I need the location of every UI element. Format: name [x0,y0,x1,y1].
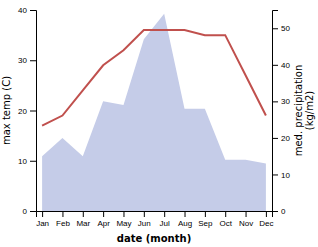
tick-label: Sep [198,219,213,228]
tick-label: Aug [178,219,192,228]
tick: 0 [272,207,286,216]
tick-label: Nov [239,219,253,228]
tick: Oct [219,211,232,228]
tick-label: Jul [160,219,170,228]
tick-label: Apr [97,219,110,228]
tick: 30 [18,56,36,65]
tick-mark [246,211,247,217]
tick-mark [62,211,63,217]
area [42,14,266,211]
tick-label: Jan [36,219,49,228]
axis-line [37,212,273,218]
tick-label: 50 [281,24,290,33]
tick: Apr [97,211,110,228]
tick: Jun [138,211,151,228]
chart: Jan Feb Mar Apr May Jun Jul Aug Sep Oct Nov Dec 0 10 2… [0,0,318,247]
tick-label: 20 [281,134,290,143]
line [42,30,266,125]
tick: Mar [76,211,90,228]
tick: 30 [272,97,290,106]
tick: May [116,211,131,228]
tick-mark [83,211,84,217]
y2-axis: 0 10 20 30 40 50 [272,11,290,217]
tick: 40 [18,6,36,15]
tick: 40 [272,61,290,70]
tick-mark [272,138,278,139]
x-axis: Jan Feb Mar Apr May Jun Jul Aug Sep Oct Nov Dec [36,211,273,228]
tick-label: 40 [18,6,27,15]
tick-mark [266,211,267,217]
tick-mark [272,65,278,66]
tick-label: Jun [138,219,151,228]
tick-mark [185,211,186,217]
y2-axis-title-line: med. precipitation [293,65,304,157]
tick-label: 40 [281,61,290,70]
tick: 10 [18,157,36,166]
tick-label: May [116,219,131,228]
tick-mark [123,211,124,217]
tick-mark [30,10,36,11]
axis-line [273,11,279,212]
tick-label: Dec [259,219,273,228]
y-axis: 0 10 20 30 40 [18,6,36,216]
tick-label: 10 [18,157,27,166]
tick: Jan [36,211,49,228]
x-axis-title: date (month) [117,233,191,244]
tick-mark [272,174,278,175]
tick: Aug [178,211,192,228]
tick-label: 0 [281,207,286,216]
tick-mark [272,101,278,102]
tick: Feb [56,211,70,228]
tick-label: 30 [18,56,27,65]
marks [42,14,266,211]
tick: Sep [198,211,213,228]
tick-mark [164,211,165,217]
tick: 0 [23,207,36,216]
tick: 50 [272,24,290,33]
tick: 10 [272,171,290,180]
tick-mark [42,211,43,217]
tick-mark [30,60,36,61]
tick: 20 [272,134,290,143]
tick-label: 10 [281,171,290,180]
tick-mark [30,211,36,212]
tick-label: Oct [219,219,232,228]
tick-label: Mar [76,219,90,228]
y-axis-title: max temp (C) [1,76,12,145]
tick-mark [30,161,36,162]
y2-axis-title-line: (kg/m2) [304,91,315,131]
tick-mark [272,211,278,212]
tick-mark [103,211,104,217]
tick: Jul [160,211,170,228]
tick-mark [272,28,278,29]
plot: Jan Feb Mar Apr May Jun Jul Aug Sep Oct Nov Dec 0 10 2… [1,6,315,244]
tick-label: 30 [281,97,290,106]
tick: Dec [259,211,273,228]
tick: Nov [239,211,253,228]
y2-axis-title: med. precipitation(kg/m2) [293,65,315,157]
tick: 20 [18,107,36,116]
tick-mark [30,111,36,112]
tick-mark [205,211,206,217]
tick-label: 20 [18,107,27,116]
axis-line [30,11,37,212]
tick-mark [225,211,226,217]
tick-mark [144,211,145,217]
tick-label: 0 [23,207,28,216]
tick-label: Feb [56,219,70,228]
